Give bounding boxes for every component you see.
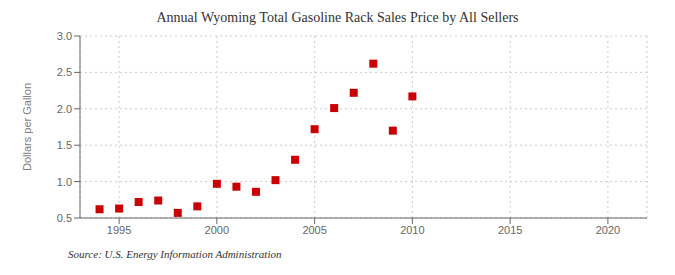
svg-text:2000: 2000: [205, 224, 229, 236]
html-text:Annual Wyoming Total Gasoline: Annual Wyoming Total Gasoline Rack Sales…: [156, 10, 519, 25]
svg-text:2005: 2005: [302, 224, 326, 236]
svg-text:0.5: 0.5: [57, 212, 72, 224]
html-text:Source: U.S. Energy Informatio: Source: U.S. Energy Information Administ…: [68, 248, 282, 260]
svg-text:2015: 2015: [498, 224, 522, 236]
svg-text:1.5: 1.5: [57, 139, 72, 151]
svg-text:3.0: 3.0: [57, 30, 72, 42]
svg-text:1.0: 1.0: [57, 176, 72, 188]
svg-text:2020: 2020: [596, 224, 620, 236]
svg-text:2.5: 2.5: [57, 66, 72, 78]
svg-text:2010: 2010: [400, 224, 424, 236]
svg-text:1995: 1995: [107, 224, 131, 236]
svg-text:2.0: 2.0: [57, 103, 72, 115]
svg-text:Dollars per Gallon: Dollars per Gallon: [21, 83, 33, 171]
